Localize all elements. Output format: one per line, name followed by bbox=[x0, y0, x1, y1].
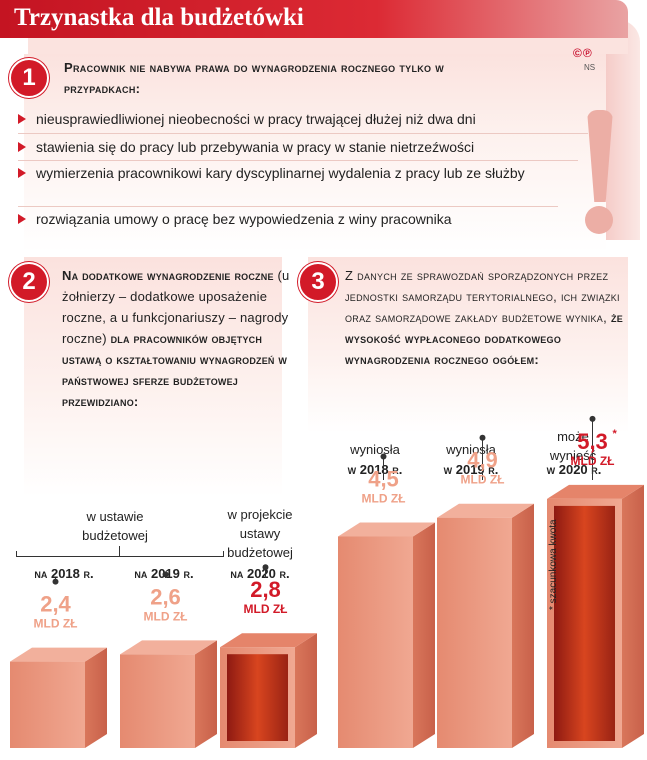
leader-dot bbox=[262, 564, 269, 571]
bar-top bbox=[220, 633, 317, 648]
year-label-2018: na 2018 r. bbox=[34, 566, 94, 581]
section-1-panel bbox=[24, 54, 606, 252]
bar-unit: MLD ZŁ bbox=[144, 609, 188, 623]
section-2-text: Na dodatkowe wynagrodzenie roczne (u żoł… bbox=[62, 265, 298, 412]
bar-front bbox=[437, 517, 512, 748]
section-2-lead: Na dodatkowe wynagrodzenie roczne bbox=[62, 268, 274, 283]
bracket-end bbox=[16, 551, 17, 557]
section-2-note: (u żołnierzy – dodatkowe uposażenie rocz… bbox=[62, 268, 290, 346]
bar-year-2018: w 2018 r. bbox=[347, 462, 403, 477]
bar-unit: MLD ZŁ bbox=[362, 492, 406, 506]
footnote: * szacunkowa kwota bbox=[548, 519, 559, 610]
bar-value: 2,4 bbox=[40, 592, 71, 617]
section-3-bold: że wysokość wypłaconego dodatkowego wyna… bbox=[345, 310, 624, 367]
divider bbox=[18, 133, 588, 134]
bar-unit: MLD ZŁ bbox=[461, 473, 505, 487]
bar-value: 2,8 bbox=[250, 577, 281, 602]
bar-top bbox=[10, 647, 107, 662]
page-title: Trzynastka dla budżetówki bbox=[14, 4, 304, 31]
bar-unit: MLD ZŁ bbox=[571, 454, 615, 468]
bar-value-asterisk: * bbox=[613, 428, 618, 440]
header-strip bbox=[28, 38, 628, 54]
copyright-logo: ©℗ bbox=[573, 46, 593, 60]
leader-dot bbox=[380, 453, 387, 460]
bar-top bbox=[338, 522, 435, 537]
bar-front bbox=[120, 654, 195, 748]
bar-value: 5,3 bbox=[577, 429, 608, 454]
bracket-stem bbox=[119, 546, 120, 556]
list-item-text: wymierzenia pracownikowi kary dyscyplina… bbox=[36, 165, 525, 181]
bracket-line bbox=[16, 556, 224, 557]
bar-top bbox=[547, 484, 644, 499]
section-1-heading: Pracownik nie nabywa prawa do wynagrodze… bbox=[64, 60, 445, 96]
bar-label-2018: wyniosła bbox=[350, 442, 400, 457]
bullet-arrow-icon bbox=[18, 214, 26, 224]
leader-dot bbox=[479, 434, 486, 441]
bar-side bbox=[85, 647, 107, 748]
leader-dot bbox=[589, 415, 596, 422]
bar-side bbox=[512, 503, 534, 748]
bar-front bbox=[338, 536, 413, 748]
year-label-2020: na 2020 r. bbox=[230, 566, 290, 581]
divider bbox=[18, 160, 578, 161]
list-item-text: stawienia się do pracy lub przebywania w… bbox=[36, 139, 475, 155]
section-3-number: 3 bbox=[298, 262, 338, 302]
bar-top bbox=[437, 503, 534, 518]
bar-label-2019: wyniosła bbox=[446, 442, 496, 457]
bar-unit: MLD ZŁ bbox=[244, 602, 288, 616]
leader-dot bbox=[162, 571, 169, 578]
bar-side bbox=[413, 522, 435, 748]
leader-dot bbox=[52, 578, 59, 585]
bullet-arrow-icon bbox=[18, 168, 26, 178]
divider bbox=[18, 206, 558, 207]
bar-label-2020: może wynieść bbox=[549, 429, 597, 463]
section-3-body: Z danych ze sprawozdań sporządzonych prz… bbox=[345, 268, 620, 325]
bullet-arrow-icon bbox=[18, 114, 26, 124]
bar-top bbox=[120, 640, 217, 655]
bar-side bbox=[195, 640, 217, 748]
list-item-text: rozwiązania umowy o pracę bez wypowiedze… bbox=[36, 211, 452, 227]
bar-front bbox=[10, 661, 85, 748]
exclamation-dot-icon bbox=[585, 206, 613, 234]
bar-value: 2,6 bbox=[150, 584, 181, 609]
header-bar bbox=[0, 0, 628, 38]
section-2-panel bbox=[24, 257, 282, 497]
bar-unit: MLD ZŁ bbox=[34, 617, 78, 631]
bar-year-2020: w 2020 r. bbox=[546, 462, 602, 477]
bar-side bbox=[295, 633, 317, 748]
bar-value: 4,5 bbox=[368, 467, 399, 492]
bar-side bbox=[622, 484, 644, 748]
section-2-bold: dla pracowników objętych ustawą o kształ… bbox=[62, 331, 288, 409]
section-3-text: Z danych ze sprawozdań sporządzonych prz… bbox=[345, 265, 625, 370]
projection-label: w projekcie ustawy budżetowej bbox=[227, 507, 293, 560]
bullet-arrow-icon bbox=[18, 142, 26, 152]
section-1-number: 1 bbox=[9, 58, 49, 98]
bracket-end bbox=[223, 551, 224, 557]
section-2-number: 2 bbox=[9, 262, 49, 302]
bar-year-2019: w 2019 r. bbox=[443, 462, 499, 477]
bar-projection-inner bbox=[554, 505, 615, 741]
bar-projection-inner bbox=[227, 654, 288, 741]
copyright-logo-sub: NS bbox=[584, 63, 596, 72]
group-label-budget: w ustawie budżetowej bbox=[82, 509, 148, 543]
list-item-text: nieusprawiedliwionej nieobecności w prac… bbox=[36, 111, 476, 127]
bar-value: 4,9 bbox=[467, 448, 498, 473]
section-3-panel bbox=[308, 257, 628, 433]
